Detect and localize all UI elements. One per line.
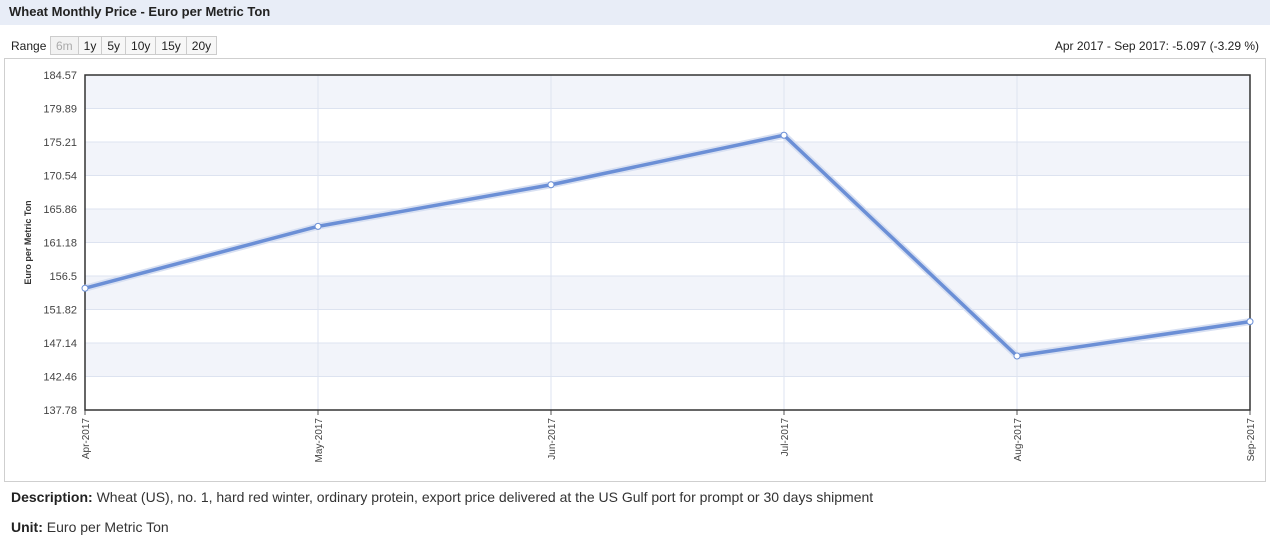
data-point [314,222,322,230]
range-button-1y[interactable]: 1y [77,36,103,55]
y-tick-label: 179.89 [43,104,77,116]
unit-text: Euro per Metric Ton [46,519,169,535]
x-tick-label: Aug-2017 [1013,418,1024,462]
y-axis-label: Euro per Metric Ton [23,200,33,284]
range-button-6m[interactable]: 6m [50,36,79,55]
data-point [81,284,89,292]
title-bar: Wheat Monthly Price - Euro per Metric To… [0,0,1270,25]
range-button-20y[interactable]: 20y [185,36,218,55]
description: Description: Wheat (US), no. 1, hard red… [11,489,873,505]
y-tick-label: 165.86 [43,204,77,216]
y-tick-label: 151.82 [43,304,77,316]
x-tick-label: Sep-2017 [1246,418,1257,462]
y-tick-label: 142.46 [43,371,77,383]
range-buttons: 6m 1y 5y 10y 15y 20y [50,36,218,55]
x-tick-label: Jun-2017 [547,418,558,460]
series-line [84,133,1251,358]
y-tick-label: 184.57 [43,70,77,82]
unit: Unit: Euro per Metric Ton [11,519,169,535]
data-point [1246,318,1254,326]
chart-frame: 137.78 142.46 147.14 151.82 156.5 161.18 165.8… [4,58,1266,482]
change-summary: Apr 2017 - Sep 2017: -5.097 (-3.29 %) [1054,39,1259,53]
chart-title: Wheat Monthly Price - Euro per Metric To… [9,4,271,19]
y-tick-label: 175.21 [43,137,77,149]
plot-band [85,209,1250,243]
unit-label: Unit: [11,519,43,535]
plot-band [85,75,1250,109]
x-tick-label: Apr-2017 [81,418,92,460]
line-chart: 137.78 142.46 147.14 151.82 156.5 161.18 165.8… [23,70,1257,463]
y-tick-label: 137.78 [43,405,77,417]
plot-border [84,74,1251,411]
plot-band [85,276,1250,310]
description-text: Wheat (US), no. 1, hard red winter, ordi… [96,489,874,505]
range-button-10y[interactable]: 10y [125,36,157,55]
y-tick-label: 161.18 [43,237,77,249]
x-tick-label: May-2017 [314,418,325,463]
data-point [547,181,555,189]
y-tick-label: 170.54 [43,170,77,182]
y-tick-label: 156.5 [49,271,77,283]
description-label: Description: [11,489,93,505]
data-point [780,131,788,139]
x-tick-label: Jul-2017 [780,418,791,457]
data-point [1013,352,1021,360]
range-button-15y[interactable]: 15y [155,36,187,55]
y-tick-label: 147.14 [43,338,77,350]
range-label: Range [11,39,47,53]
range-button-5y[interactable]: 5y [101,36,127,55]
